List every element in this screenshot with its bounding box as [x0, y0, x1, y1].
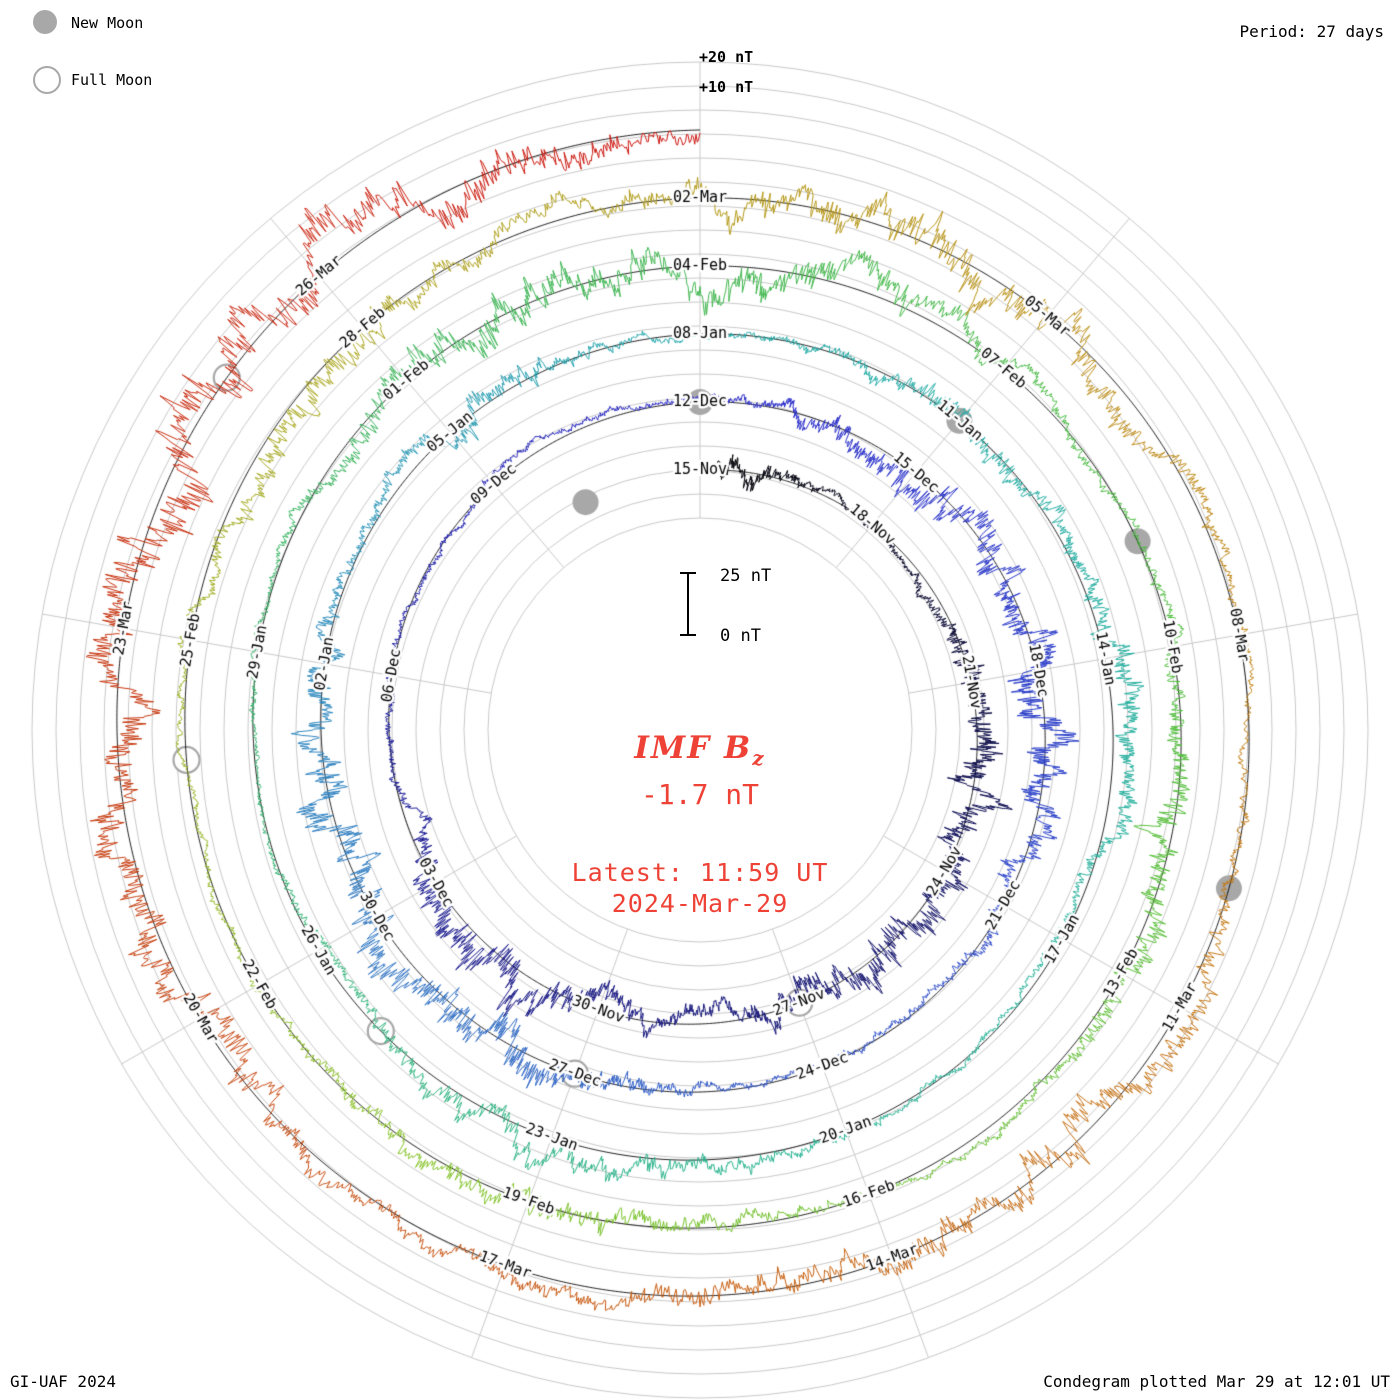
quantity-title: IMF Bz	[634, 730, 765, 770]
scale-bar-bottom-label: 0 nT	[720, 626, 761, 646]
latest-time: Latest: 11:59 UT	[571, 858, 829, 887]
ring-label-plus10nt: +10 nT	[699, 78, 754, 96]
new-moon-label: New Moon	[71, 14, 144, 32]
latest-date: 2024-Mar-29	[611, 889, 789, 918]
current-value: -1.7 nT	[640, 778, 760, 811]
ring-label-plus20nt: +20 nT	[699, 48, 754, 66]
period-label: Period: 27 days	[1239, 22, 1385, 41]
credit-label: GI-UAF 2024	[10, 1372, 116, 1391]
full-moon-label: Full Moon	[71, 71, 153, 89]
full-moon-icon	[33, 66, 61, 94]
scale-bar-top-label: 25 nT	[720, 566, 772, 586]
quantity-main: IMF B	[634, 730, 753, 766]
scale-bar-top-cap	[680, 572, 696, 574]
scale-bar-bottom-cap	[680, 634, 696, 636]
new-moon-icon	[33, 10, 57, 34]
quantity-subscript: z	[752, 746, 766, 771]
scale-bar-line	[687, 572, 689, 636]
plotted-note: Condegram plotted Mar 29 at 12:01 UT	[1043, 1372, 1390, 1391]
